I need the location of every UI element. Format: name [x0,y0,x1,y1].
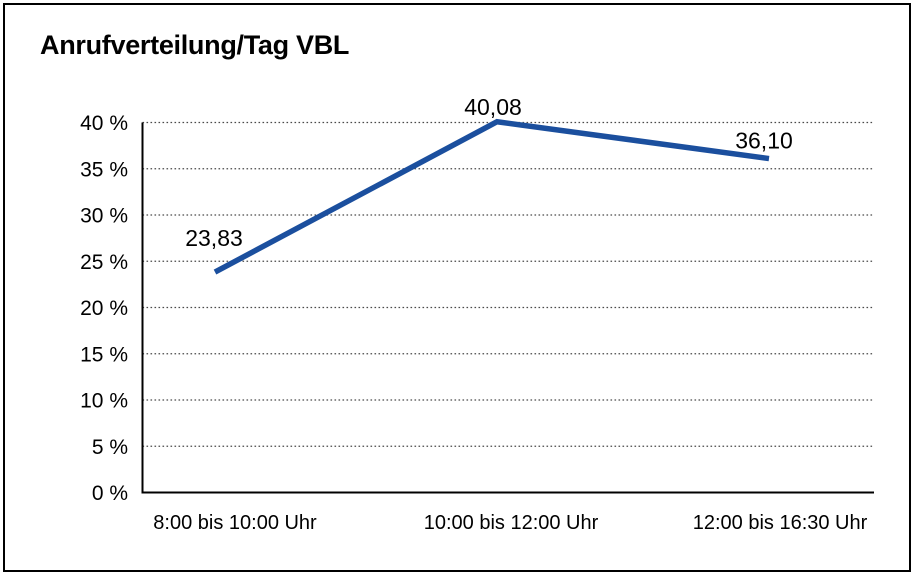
y-tick-label: 30 % [80,205,128,228]
data-line [213,118,770,275]
chart-title: Anrufverteilung/Tag VBL [40,30,350,60]
y-tick-label: 40 % [80,112,128,135]
data-point-label: 23,83 [185,225,243,251]
x-category-label: 8:00 bis 10:00 Uhr [153,512,317,534]
y-tick-label: 5 % [92,436,128,459]
y-tick-label: 25 % [80,251,128,274]
y-tick-label: 35 % [80,158,128,181]
data-point-label: 40,08 [464,94,522,120]
x-category-label: 10:00 bis 12:00 Uhr [424,512,599,534]
data-point-label: 36,10 [735,128,793,154]
y-tick-label: 15 % [80,343,128,366]
y-tick-label: 20 % [80,297,128,320]
x-category-label: 12:00 bis 16:30 Uhr [693,512,868,534]
y-tick-label: 0 % [92,482,128,505]
y-tick-label: 10 % [80,390,128,413]
